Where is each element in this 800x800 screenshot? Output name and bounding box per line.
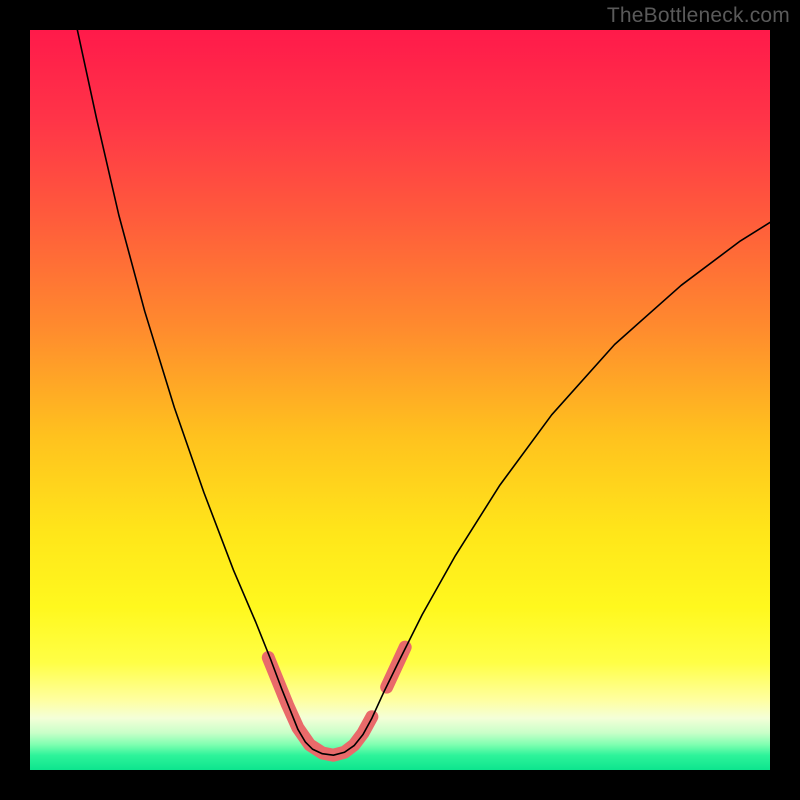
bottleneck-curve-chart: [0, 0, 800, 800]
